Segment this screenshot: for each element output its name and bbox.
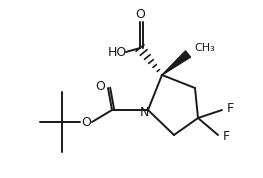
Text: F: F bbox=[223, 130, 230, 143]
Text: O: O bbox=[95, 80, 105, 93]
Text: O: O bbox=[81, 116, 91, 129]
Text: HO: HO bbox=[107, 46, 127, 59]
Polygon shape bbox=[162, 51, 190, 75]
Text: O: O bbox=[135, 7, 145, 20]
Text: F: F bbox=[227, 101, 234, 114]
Text: N: N bbox=[139, 106, 149, 119]
Text: CH₃: CH₃ bbox=[194, 43, 215, 53]
